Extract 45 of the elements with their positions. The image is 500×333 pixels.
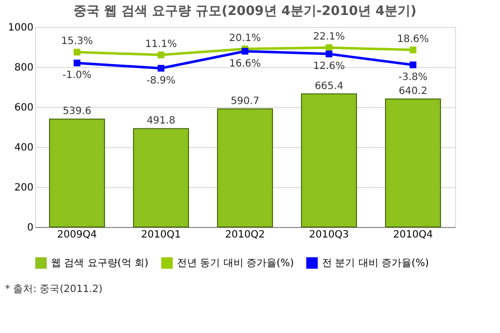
y-tick-label: 600 (14, 102, 34, 114)
data-label: 590.7 (230, 96, 260, 107)
point (158, 64, 164, 72)
bar (385, 98, 441, 228)
x-tick-label: 2010Q2 (225, 230, 265, 240)
data-label: 16.6% (229, 58, 261, 70)
data-label: -8.9% (146, 75, 176, 86)
data-label: 491.8 (146, 116, 176, 127)
chart-title: 중국 웹 검색 요구량 규모(2009년 4분기-2010년 4분기) (74, 4, 416, 19)
data-label: 20.1% (229, 32, 261, 44)
x-tick-label: 2009Q4 (57, 230, 97, 240)
data-label: -1.0% (62, 70, 92, 81)
x-tick-label: 2010Q1 (141, 230, 181, 240)
data-label: 22.1% (313, 32, 345, 43)
y-tick-label: 800 (14, 62, 34, 74)
point (74, 60, 80, 66)
bar (301, 93, 357, 228)
data-label: 11.1% (145, 38, 177, 50)
y-tick-label: 400 (14, 142, 34, 154)
data-label: -3.8% (398, 72, 428, 83)
point (242, 48, 248, 55)
legend-label: 전 분기 대비 증가율(%) (322, 258, 429, 269)
legend-label: 전년 동기 대비 증가율(%) (177, 258, 294, 269)
legend-label: 웹 검색 요구량(억 회) (51, 258, 148, 269)
point (326, 50, 332, 58)
data-label: 640.2 (398, 86, 428, 97)
point (410, 46, 416, 54)
y-tick-label: 0 (27, 222, 34, 234)
point (326, 44, 332, 51)
data-label: 12.6% (313, 60, 345, 72)
point (158, 52, 164, 58)
data-label: 18.6% (397, 34, 429, 45)
bar (217, 108, 273, 228)
y-tick-label: 200 (14, 182, 34, 194)
x-tick-label: 2010Q3 (309, 230, 349, 240)
text: * 출처: 중국(2011.2) (5, 284, 103, 295)
bar (49, 118, 105, 228)
data-label: 665.4 (314, 80, 344, 92)
point (410, 62, 416, 68)
y-tick-label: 1000 (8, 22, 34, 34)
x-tick-label: 2010Q4 (393, 230, 433, 240)
point (74, 48, 80, 56)
bar (133, 128, 189, 228)
data-label: 15.3% (61, 36, 93, 48)
data-label: 539.6 (62, 106, 92, 118)
